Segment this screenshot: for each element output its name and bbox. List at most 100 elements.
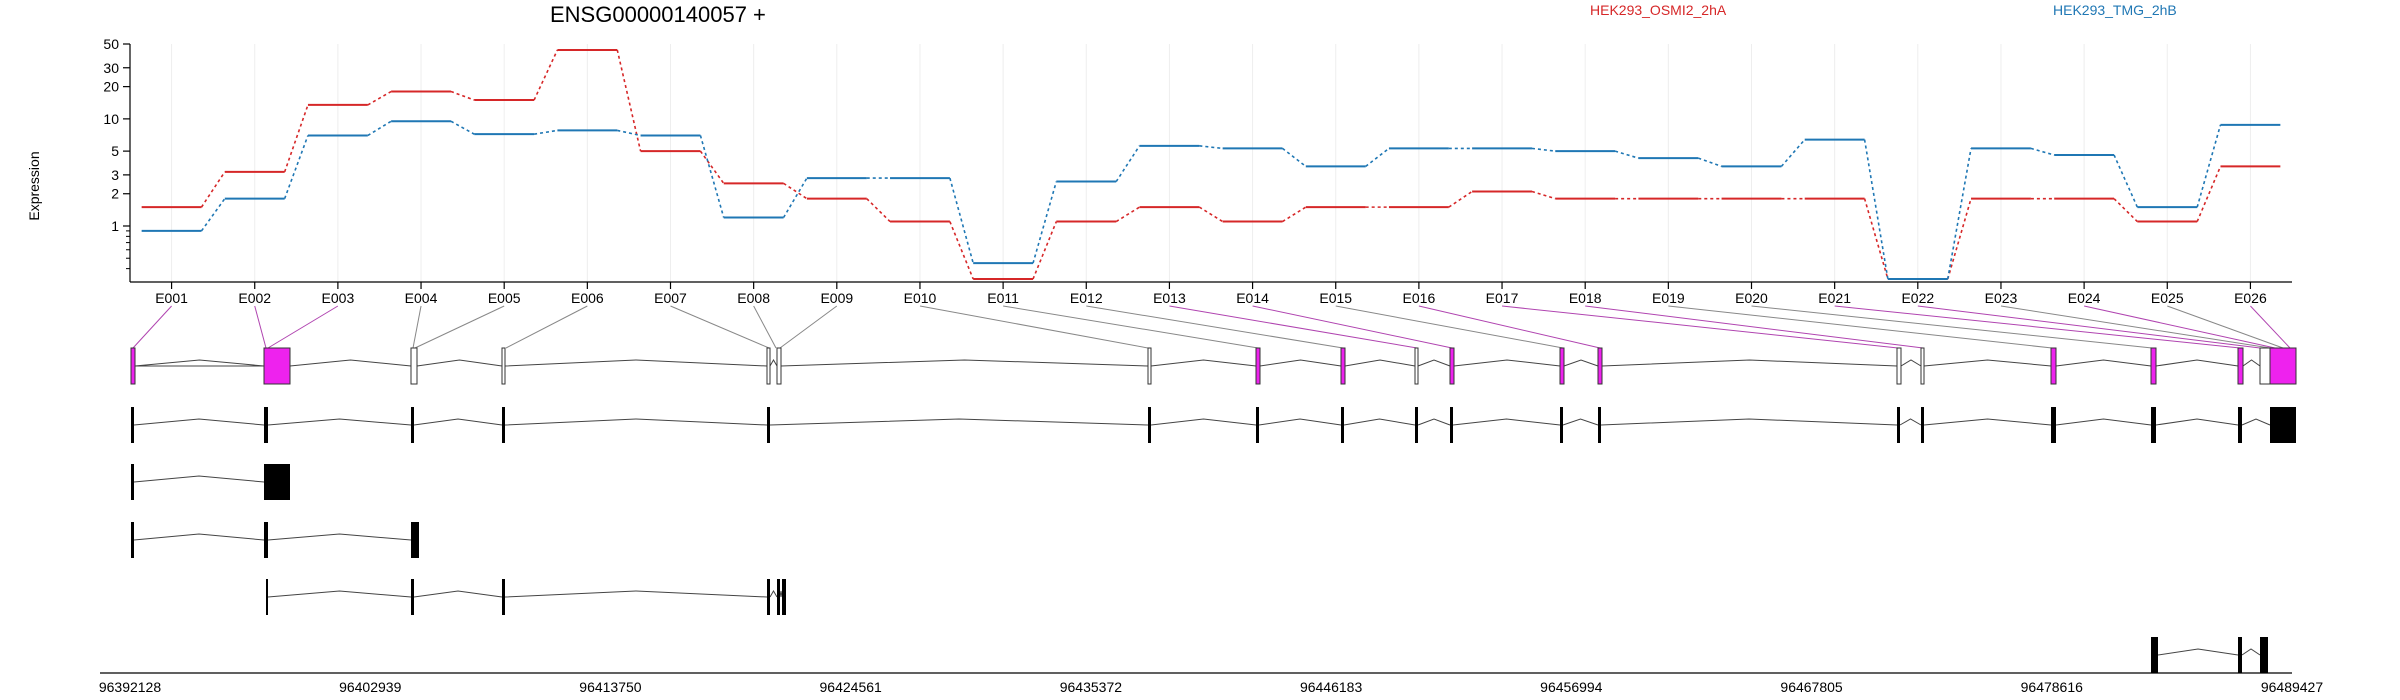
transcript-intron	[1563, 419, 1598, 425]
genomic-tick-label: 96446183	[1300, 679, 1363, 695]
series-connector	[1366, 148, 1389, 166]
series-connector	[1948, 199, 1971, 279]
x-tick-label: E020	[1735, 290, 1768, 306]
transcript-exon	[131, 522, 134, 558]
transcript-track	[131, 407, 2296, 443]
transcript-exon	[2151, 407, 2156, 443]
transcript-intron	[1601, 419, 1897, 425]
series-connector	[451, 92, 474, 100]
exon-link	[1585, 306, 1923, 348]
transcript-intron	[268, 591, 411, 597]
series-connector	[1199, 207, 1222, 221]
transcript-exon	[502, 407, 505, 443]
series-connector	[451, 121, 474, 134]
series-connector	[368, 121, 391, 135]
y-tick-label: 1	[111, 218, 119, 234]
series-connector	[1865, 140, 1888, 279]
exon-box	[502, 348, 505, 384]
series-connector	[1283, 207, 1306, 221]
series-connector	[784, 178, 807, 217]
transcript-exon	[1450, 407, 1453, 443]
series-connector	[202, 199, 225, 231]
transcript-intron	[505, 419, 767, 425]
transcript-intron	[505, 591, 767, 597]
transcript-intron	[1344, 419, 1415, 425]
transcript-track	[2151, 637, 2268, 673]
transcript-intron	[1924, 419, 2051, 425]
genomic-tick-label: 96424561	[820, 679, 883, 695]
exon-link-lines	[133, 306, 2290, 348]
x-tick-label: E022	[1901, 290, 1934, 306]
x-tick-label: E016	[1403, 290, 1436, 306]
series-connector	[202, 172, 225, 207]
series-connector	[285, 105, 308, 172]
intron-line	[290, 360, 411, 366]
transcript-exon	[131, 464, 134, 500]
intron-line	[2243, 360, 2260, 366]
exon-box	[1921, 348, 1924, 384]
x-tick-label: E023	[1985, 290, 2018, 306]
transcript-intron	[2158, 649, 2238, 655]
transcript-intron	[134, 534, 264, 540]
series-b	[142, 121, 2281, 279]
y-tick-label: 5	[111, 143, 119, 159]
series-connector	[1698, 158, 1721, 166]
series-connector	[2114, 199, 2137, 222]
transcript-track	[131, 464, 290, 500]
series-connector	[1532, 148, 1555, 151]
x-tick-label: E010	[904, 290, 937, 306]
genomic-tick-label: 96402939	[339, 679, 402, 695]
intron-line	[1454, 360, 1560, 366]
x-tick-label: E024	[2068, 290, 2101, 306]
transcript-exon	[264, 522, 268, 558]
exon-link	[2167, 306, 2283, 348]
transcript-exon	[266, 579, 268, 615]
exon-link	[415, 306, 504, 348]
genomic-tick-label: 96489427	[2261, 679, 2324, 695]
intron-line	[1345, 360, 1415, 366]
exon-box	[264, 348, 290, 384]
exon-box	[2051, 348, 2056, 384]
transcript-exon	[2051, 407, 2056, 443]
transcript-exon	[1256, 407, 1259, 443]
series-connector	[1532, 191, 1555, 198]
series-connector	[534, 50, 557, 100]
exon-box	[411, 348, 417, 384]
series-connector	[285, 135, 308, 198]
transcript-intron	[134, 476, 264, 482]
transcript-intron	[2156, 419, 2238, 425]
transcript-exon	[2238, 637, 2242, 673]
transcript-exon	[1598, 407, 1601, 443]
x-tick-label: E003	[322, 290, 355, 306]
exon-link	[133, 306, 172, 348]
transcript-intron	[1900, 419, 1921, 425]
exon-box	[767, 348, 770, 384]
exon-link	[1003, 306, 1258, 348]
series-connector	[2031, 148, 2054, 155]
exon-link	[754, 306, 776, 348]
series-a	[142, 50, 2281, 279]
y-tick-label: 20	[103, 79, 119, 95]
intron-line	[1602, 360, 1897, 366]
x-tick-label: E008	[737, 290, 770, 306]
transcript-exon	[777, 579, 780, 615]
transcript-intron	[1418, 419, 1450, 425]
x-tick-label: E004	[405, 290, 438, 306]
transcript-intron	[780, 591, 782, 597]
x-tick-label: E005	[488, 290, 521, 306]
exon-link	[1086, 306, 1343, 348]
x-tick-label: E006	[571, 290, 604, 306]
exon-link	[255, 306, 266, 348]
transcript-intron	[1453, 419, 1560, 425]
transcript-exon	[767, 579, 770, 615]
series-connector	[368, 92, 391, 105]
exon-box	[1598, 348, 1602, 384]
y-tick-label: 2	[111, 186, 119, 202]
exon-link	[1253, 306, 1452, 348]
y-tick-label: 50	[103, 36, 119, 52]
genomic-tick-label: 96435372	[1060, 679, 1123, 695]
x-tick-label: E019	[1652, 290, 1685, 306]
series-connector	[1199, 146, 1222, 149]
transcript-exon	[1148, 407, 1151, 443]
